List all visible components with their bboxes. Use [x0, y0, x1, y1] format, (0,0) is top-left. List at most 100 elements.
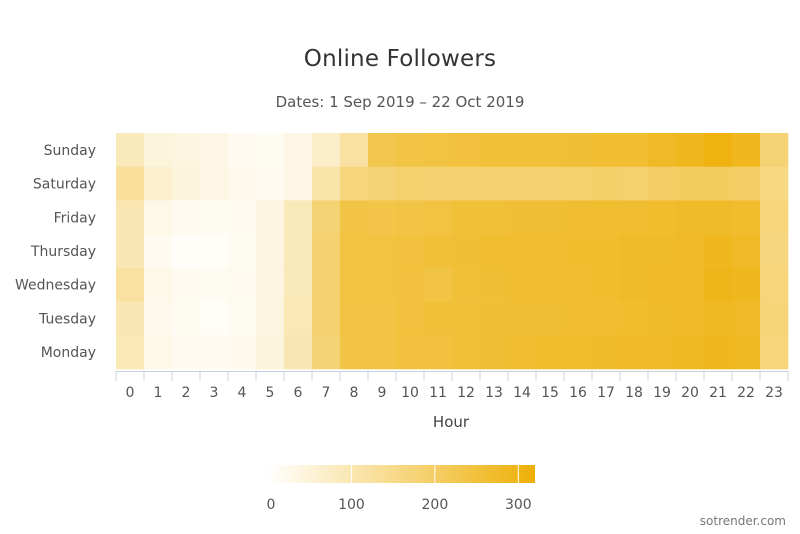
y-tick-label-saturday: Saturday	[33, 177, 96, 193]
heatmap-cell-sunday-14	[508, 133, 537, 168]
heatmap-cell-saturday-2	[172, 166, 201, 201]
heatmap-cell-friday-16	[564, 200, 593, 235]
heatmap-cell-friday-18	[620, 200, 649, 235]
heatmap-cell-thursday-11	[424, 234, 453, 269]
heatmap-cell-thursday-5	[256, 234, 285, 269]
heatmap-cell-monday-22	[732, 335, 761, 370]
heatmap-cell-sunday-19	[648, 133, 677, 168]
heatmap-cell-sunday-18	[620, 133, 649, 168]
heatmap-cell-saturday-8	[340, 166, 369, 201]
legend-tick-label-0: 0	[267, 497, 276, 513]
heatmap-cell-friday-12	[452, 200, 481, 235]
heatmap-cell-sunday-10	[396, 133, 425, 168]
heatmap-cell-tuesday-5	[256, 301, 285, 336]
heatmap-cell-wednesday-1	[144, 267, 173, 302]
heatmap-cell-friday-13	[480, 200, 509, 235]
x-tick-label-12: 12	[457, 385, 475, 401]
heatmap-cell-saturday-11	[424, 166, 453, 201]
heatmap-cell-wednesday-10	[396, 267, 425, 302]
x-tick-label-11: 11	[429, 385, 447, 401]
heatmap-cell-friday-21	[704, 200, 733, 235]
heatmap-cell-thursday-16	[564, 234, 593, 269]
heatmap-cell-friday-1	[144, 200, 173, 235]
heatmap-cell-sunday-23	[760, 133, 789, 168]
heatmap-cell-monday-3	[200, 335, 229, 370]
heatmap-cell-friday-17	[592, 200, 621, 235]
heatmap-cell-tuesday-8	[340, 301, 369, 336]
heatmap-cell-thursday-23	[760, 234, 789, 269]
heatmap-cell-friday-2	[172, 200, 201, 235]
heatmap-cell-saturday-6	[284, 166, 313, 201]
x-tick-label-9: 9	[378, 385, 387, 401]
heatmap-cell-wednesday-17	[592, 267, 621, 302]
heatmap-cell-thursday-7	[312, 234, 341, 269]
x-tick-label-1: 1	[154, 385, 163, 401]
heatmap-cell-tuesday-17	[592, 301, 621, 336]
heatmap-cell-wednesday-15	[536, 267, 565, 302]
x-tick-label-10: 10	[401, 385, 419, 401]
x-tick-label-21: 21	[709, 385, 727, 401]
heatmap-cell-friday-6	[284, 200, 313, 235]
heatmap-cell-sunday-20	[676, 133, 705, 168]
x-tick-label-7: 7	[322, 385, 331, 401]
heatmap-cell-friday-5	[256, 200, 285, 235]
heatmap-cell-friday-22	[732, 200, 761, 235]
heatmap-cell-friday-10	[396, 200, 425, 235]
heatmap-cell-saturday-17	[592, 166, 621, 201]
heatmap-cell-tuesday-18	[620, 301, 649, 336]
heatmap-cell-monday-9	[368, 335, 397, 370]
heatmap-cell-wednesday-23	[760, 267, 789, 302]
heatmap-cell-monday-18	[620, 335, 649, 370]
heatmap-cell-tuesday-14	[508, 301, 537, 336]
heatmap-cell-thursday-10	[396, 234, 425, 269]
heatmap-cell-monday-2	[172, 335, 201, 370]
legend-tick-label-100: 100	[338, 497, 365, 513]
heatmap-cell-monday-0	[116, 335, 145, 370]
heatmap-cell-monday-7	[312, 335, 341, 370]
heatmap-cell-saturday-12	[452, 166, 481, 201]
heatmap-cell-sunday-2	[172, 133, 201, 168]
heatmap-cell-sunday-12	[452, 133, 481, 168]
heatmap-cell-wednesday-13	[480, 267, 509, 302]
heatmap-cell-saturday-20	[676, 166, 705, 201]
heatmap-cell-thursday-13	[480, 234, 509, 269]
heatmap-cell-friday-0	[116, 200, 145, 235]
color-legend-bar	[268, 465, 535, 483]
heatmap-cell-thursday-22	[732, 234, 761, 269]
heatmap-cell-thursday-8	[340, 234, 369, 269]
heatmap-cell-saturday-14	[508, 166, 537, 201]
x-axis-label: Hour	[433, 413, 470, 431]
heatmap-cell-tuesday-4	[228, 301, 257, 336]
heatmap-cell-sunday-6	[284, 133, 313, 168]
heatmap-cell-wednesday-4	[228, 267, 257, 302]
heatmap-cell-saturday-7	[312, 166, 341, 201]
heatmap-cell-saturday-10	[396, 166, 425, 201]
x-tick-label-8: 8	[350, 385, 359, 401]
heatmap-cell-monday-20	[676, 335, 705, 370]
heatmap-cell-tuesday-7	[312, 301, 341, 336]
heatmap-cell-monday-17	[592, 335, 621, 370]
heatmap-cell-monday-16	[564, 335, 593, 370]
x-tick-label-17: 17	[597, 385, 615, 401]
heatmap-cell-wednesday-9	[368, 267, 397, 302]
heatmap-cell-tuesday-11	[424, 301, 453, 336]
heatmap-cell-monday-23	[760, 335, 789, 370]
heatmap-cell-tuesday-23	[760, 301, 789, 336]
heatmap-cell-wednesday-19	[648, 267, 677, 302]
heatmap-cell-saturday-18	[620, 166, 649, 201]
heatmap-cell-thursday-12	[452, 234, 481, 269]
heatmap-cell-thursday-14	[508, 234, 537, 269]
heatmap-cell-thursday-3	[200, 234, 229, 269]
heatmap-cell-tuesday-21	[704, 301, 733, 336]
chart-subtitle: Dates: 1 Sep 2019 – 22 Oct 2019	[275, 93, 525, 111]
heatmap-cell-tuesday-12	[452, 301, 481, 336]
heatmap-cell-tuesday-15	[536, 301, 565, 336]
heatmap-cell-tuesday-13	[480, 301, 509, 336]
heatmap-cell-tuesday-19	[648, 301, 677, 336]
heatmap-cell-saturday-9	[368, 166, 397, 201]
heatmap-cell-friday-14	[508, 200, 537, 235]
heatmap-cell-sunday-15	[536, 133, 565, 168]
chart-title: Online Followers	[303, 46, 497, 72]
heatmap-cell-thursday-2	[172, 234, 201, 269]
